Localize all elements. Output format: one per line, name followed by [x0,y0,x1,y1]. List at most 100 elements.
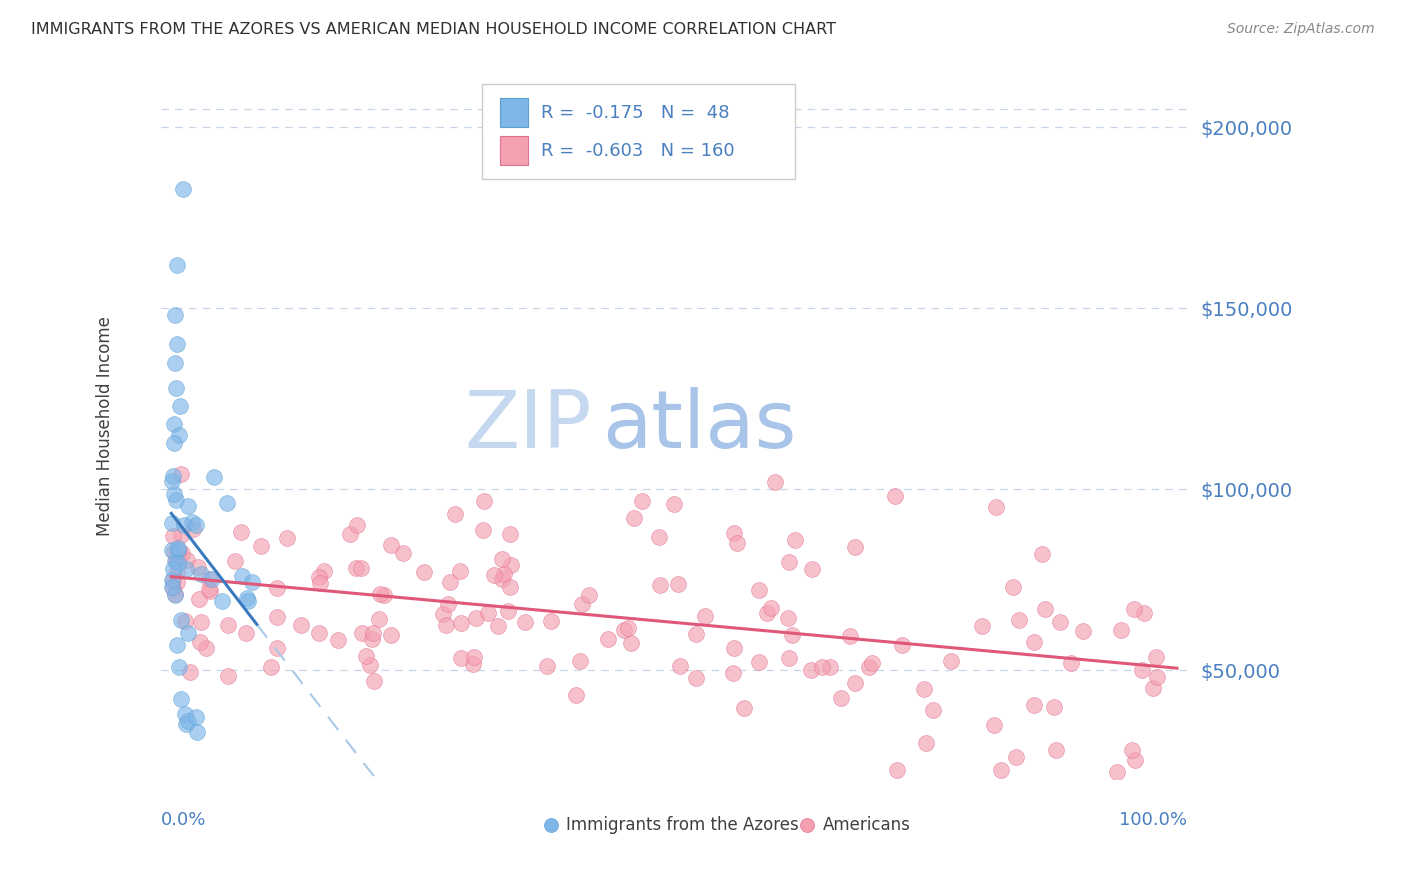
Point [266,581,288,595]
Point [200,572,222,586]
Point [486,619,509,633]
Point [733,701,755,715]
Point [360,632,382,646]
Point [368,587,391,601]
Point [165,309,187,323]
Point [783,533,806,547]
Point [811,660,834,674]
Point [685,626,707,640]
Point [465,611,488,625]
Point [172,546,194,560]
Point [202,469,225,483]
Point [167,557,190,571]
Point [723,641,745,656]
Point [198,583,221,598]
Point [166,638,188,652]
Point [914,735,936,749]
Point [276,531,298,545]
Point [477,606,499,620]
Point [235,591,257,605]
Point [858,660,880,674]
Point [631,493,654,508]
Point [174,561,197,575]
Point [186,724,208,739]
Point [1133,606,1156,620]
Point [169,399,191,413]
Point [166,258,188,272]
Point [434,618,457,632]
Point [499,580,522,594]
Point [1071,624,1094,639]
Point [513,615,536,629]
Point [165,554,187,568]
Point [922,703,945,717]
Point [1008,613,1031,627]
Point [162,516,184,531]
Point [596,632,619,647]
Text: Source: ZipAtlas.com: Source: ZipAtlas.com [1227,22,1375,37]
Point [344,561,367,575]
Point [578,588,600,602]
Point [1031,547,1053,561]
Point [1146,650,1168,665]
Point [167,660,190,674]
Point [1043,700,1066,714]
Point [314,564,336,578]
Point [668,659,690,673]
Point [778,555,800,569]
Point [231,569,253,583]
Point [432,607,454,621]
Point [224,554,246,568]
Point [172,182,194,196]
Point [723,525,745,540]
Point [543,844,565,858]
Text: IMMIGRANTS FROM THE AZORES VS AMERICAN MEDIAN HOUSEHOLD INCOME CORRELATION CHART: IMMIGRANTS FROM THE AZORES VS AMERICAN M… [31,22,837,37]
Point [352,626,374,640]
Point [912,681,935,696]
Point [748,583,770,598]
Point [165,356,187,370]
Point [1146,670,1168,684]
Point [266,610,288,624]
Point [499,558,522,572]
Point [983,717,1005,731]
Point [482,567,505,582]
Point [444,507,467,521]
Point [166,575,188,590]
Point [190,615,212,629]
Point [350,561,373,575]
Point [163,487,186,501]
Point [1123,753,1146,767]
Point [166,565,188,579]
Point [392,546,415,560]
Text: Immigrants from the Azores: Immigrants from the Azores [567,815,799,834]
Point [984,500,1007,515]
Point [176,553,198,567]
Point [166,337,188,351]
Point [359,658,381,673]
Point [693,608,716,623]
Point [844,540,866,554]
Point [162,543,184,558]
Point [1142,681,1164,695]
Point [886,764,908,778]
Point [436,597,458,611]
Point [162,562,184,576]
Point [759,600,782,615]
Point [188,635,211,649]
Point [163,545,186,559]
Bar [499,136,529,165]
Point [463,649,485,664]
Point [725,536,748,550]
Point [685,671,707,685]
Point [231,525,253,540]
Point [308,626,330,640]
Point [499,526,522,541]
Point [491,551,513,566]
Point [346,518,368,533]
Point [179,665,201,680]
Point [339,527,361,541]
Point [198,573,221,587]
Point [167,541,190,555]
Point [755,606,778,620]
